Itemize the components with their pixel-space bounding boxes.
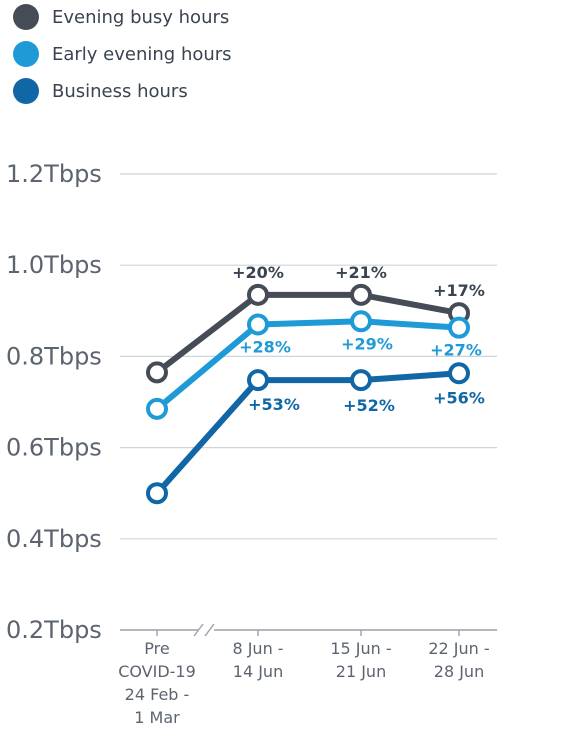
x-tick-label: 24 Feb - <box>125 685 190 704</box>
legend-label: Early evening hours <box>52 44 232 65</box>
data-label: +29% <box>341 334 393 353</box>
data-label: +52% <box>343 396 395 415</box>
x-axis: Pre COVID-19 24 Feb - 1 Mar 8 Jun - 14 Jun 15 … <box>118 623 497 727</box>
data-point <box>247 283 269 306</box>
x-tick-label: 8 Jun - <box>232 639 283 658</box>
y-tick-label: 0.8Tbps <box>6 342 102 370</box>
data-label: +17% <box>433 281 485 300</box>
data-point <box>146 361 168 384</box>
legend-marker <box>13 4 39 30</box>
y-axis: 1.2Tbps 1.0Tbps 0.8Tbps 0.6Tbps 0.4Tbps 0.2Tb… <box>6 160 102 644</box>
y-tick-label: 1.2Tbps <box>6 160 102 188</box>
axis-break-mark <box>204 623 215 637</box>
series-line <box>154 370 460 496</box>
legend: Evening busy hours Early evening hours Bus… <box>13 4 232 104</box>
legend-label: Evening busy hours <box>52 7 229 28</box>
x-tick-label: 15 Jun - <box>330 639 391 658</box>
data-point <box>350 310 372 333</box>
data-point <box>448 362 470 385</box>
x-tick-label: 1 Mar <box>134 708 180 727</box>
legend-label: Business hours <box>52 81 188 102</box>
data-point <box>247 313 269 336</box>
x-tick-label: COVID-19 <box>118 662 196 681</box>
data-point <box>350 369 372 392</box>
y-tick-label: 0.6Tbps <box>6 434 102 462</box>
data-point <box>350 283 372 306</box>
data-label: +56% <box>433 388 485 407</box>
legend-marker <box>13 41 39 67</box>
x-tick-label: 21 Jun <box>336 662 386 681</box>
series-line <box>155 318 460 412</box>
data-point <box>448 316 470 339</box>
legend-marker <box>13 78 39 104</box>
x-tick-label: 22 Jun - <box>428 639 489 658</box>
data-point <box>146 397 168 420</box>
y-tick-label: 0.4Tbps <box>6 525 102 553</box>
data-point <box>146 482 168 505</box>
data-label: +27% <box>430 341 482 360</box>
x-tick-label: 14 Jun <box>233 662 283 681</box>
grid-lines <box>120 173 497 540</box>
y-tick-label: 0.2Tbps <box>6 616 102 644</box>
data-point <box>247 369 269 392</box>
data-labels: +20% +21% +17% +28% +29% +27% +53% +52% +56% <box>232 263 485 415</box>
series-line <box>155 291 460 375</box>
y-tick-label: 1.0Tbps <box>6 251 102 279</box>
data-label: +21% <box>335 263 387 282</box>
x-tick-label: 28 Jun <box>434 662 484 681</box>
data-label: +28% <box>239 337 291 356</box>
x-tick-label: Pre <box>144 639 169 658</box>
data-label: +20% <box>232 263 284 282</box>
axis-break-mark <box>193 623 204 637</box>
data-label: +53% <box>248 395 300 414</box>
series-group <box>146 283 470 505</box>
